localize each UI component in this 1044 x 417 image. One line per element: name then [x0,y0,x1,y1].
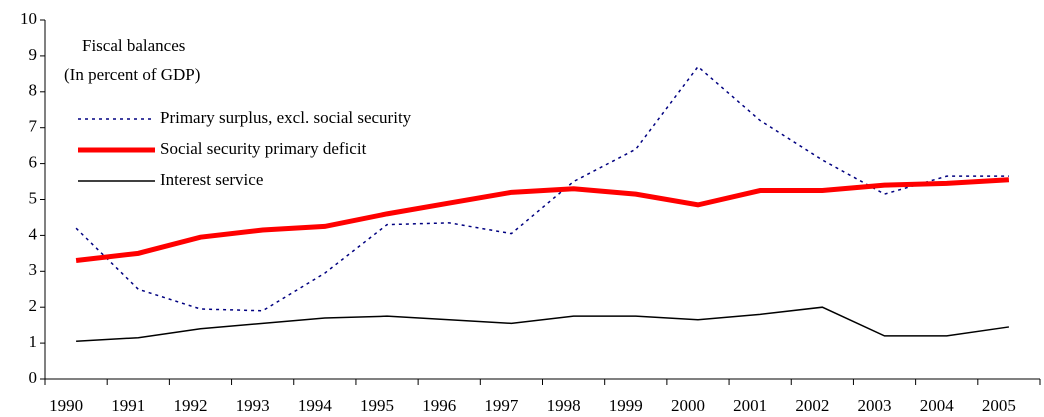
x-tick-label: 1994 [298,396,333,415]
y-tick-label: 7 [29,117,38,136]
y-tick-label: 1 [29,332,38,351]
x-tick-label: 2001 [733,396,767,415]
y-tick-label: 3 [29,260,38,279]
legend-label: Interest service [160,170,263,189]
y-tick-label: 5 [29,188,38,207]
y-tick-label: 8 [29,81,38,100]
legend-label: Social security primary deficit [160,139,367,158]
series-line [75,65,1009,312]
y-tick-label: 2 [29,296,38,315]
series-line [76,306,1010,343]
x-tick-label: 2002 [795,396,829,415]
y-tick-label: 0 [29,368,38,387]
x-tick-label: 2004 [920,396,955,415]
x-tick-label: 1998 [547,396,581,415]
x-tick-label: 1996 [422,396,456,415]
y-tick-label: 4 [29,224,38,243]
legend-label: Primary surplus, excl. social security [160,108,412,127]
x-tick-label: 1990 [49,396,83,415]
y-tick-label: 9 [29,45,38,64]
x-tick-label: 1991 [111,396,145,415]
chart-title: Fiscal balances [82,36,185,55]
chart-subtitle: (In percent of GDP) [64,65,200,84]
x-tick-label: 1999 [609,396,643,415]
y-tick-label: 6 [29,153,38,172]
x-tick-label: 1993 [236,396,270,415]
y-tick-label: 10 [20,9,37,28]
x-tick-label: 2005 [982,396,1016,415]
x-tick-label: 2003 [858,396,892,415]
x-tick-label: 1995 [360,396,394,415]
x-tick-label: 1992 [173,396,207,415]
series-line [75,177,1010,264]
x-tick-label: 2000 [671,396,705,415]
x-tick-label: 1997 [484,396,519,415]
